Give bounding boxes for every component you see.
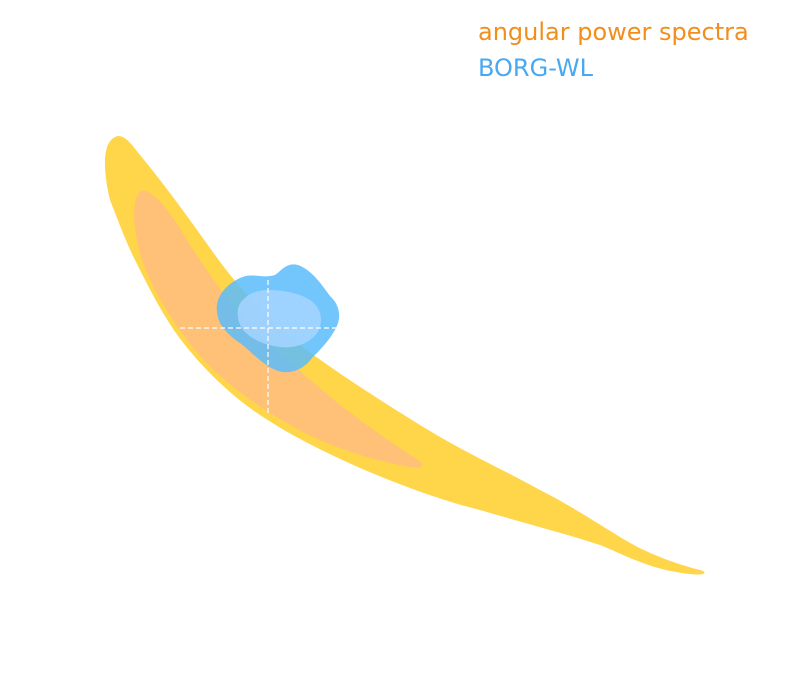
angular-power-spectra-outer-contour — [104, 136, 705, 575]
fiducial-crosshair-marker — [180, 280, 340, 415]
series-angular-power-spectra-contours — [104, 136, 705, 575]
angular-power-spectra-inner-contour — [134, 190, 423, 468]
borg-wl-inner-contour — [237, 290, 322, 348]
legend-entry-borg-wl: BORG-WL — [478, 54, 593, 82]
legend: angular power spectra BORG-WL — [478, 14, 749, 86]
legend-entry-angular-power-spectra: angular power spectra — [478, 18, 749, 46]
series-borg-wl-contours — [216, 264, 340, 373]
